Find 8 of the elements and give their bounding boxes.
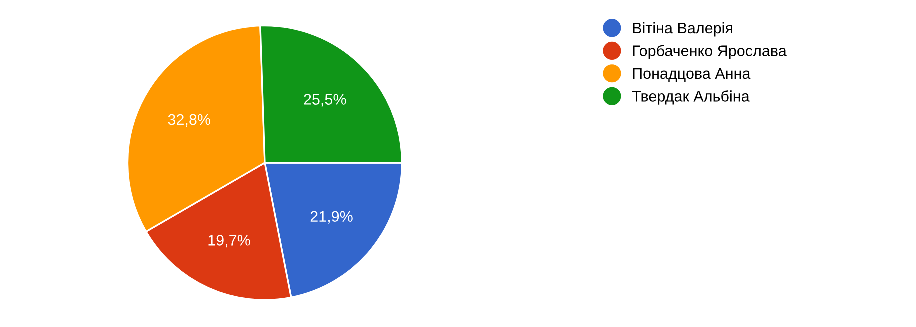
legend-label: Горбаченко Ярослава — [633, 45, 787, 60]
legend-label: Вітіна Валерія — [633, 22, 732, 37]
data-label: 32,8% — [168, 114, 210, 127]
legend-label: Понадцова Анна — [633, 68, 751, 82]
data-label: 19,7% — [208, 235, 250, 248]
data-label: 25,5% — [304, 94, 346, 107]
data-label: 21,9% — [310, 211, 353, 224]
legend-label: Твердак Альбіна — [632, 90, 750, 105]
